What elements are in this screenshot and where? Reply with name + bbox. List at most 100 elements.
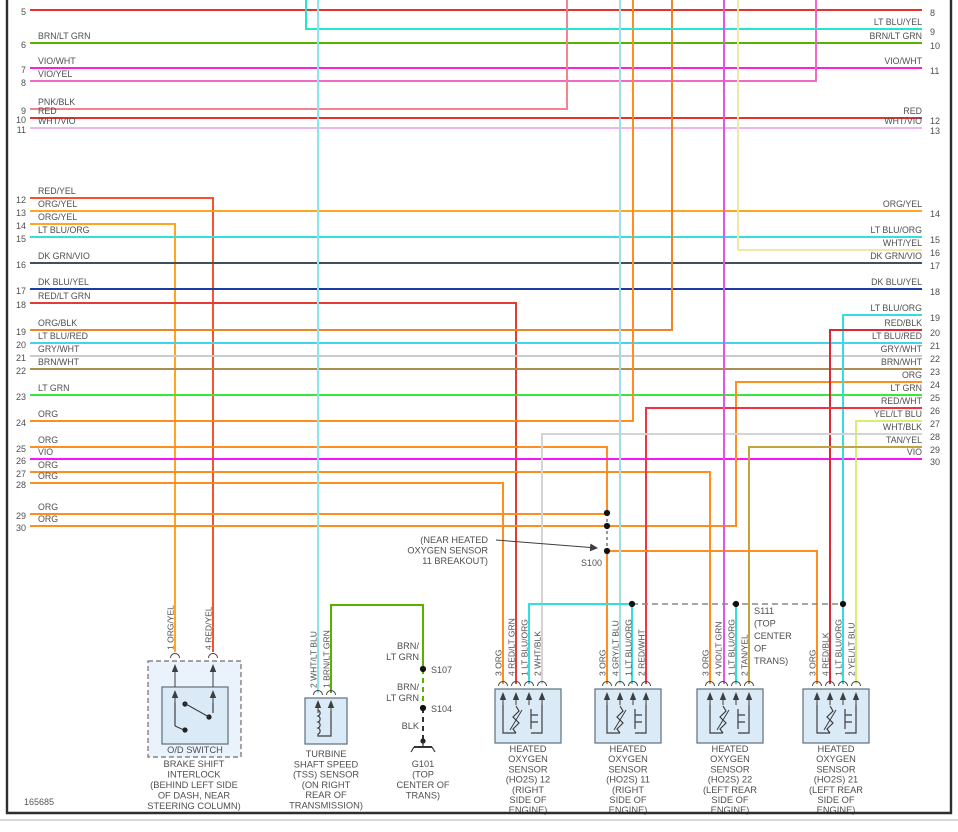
wire-color-label-left: BRN/WHT xyxy=(38,357,80,367)
sensor-element xyxy=(502,705,516,734)
heater-element-icon xyxy=(844,709,852,729)
coil-icon xyxy=(316,709,332,737)
component-caption: SENSOR xyxy=(508,764,548,774)
sensor-element xyxy=(738,705,750,734)
component-ho2s-11 xyxy=(594,681,662,744)
sensor-element xyxy=(531,705,543,734)
near-ho2s11-callout: OXYGEN SENSOR xyxy=(407,546,488,556)
sensor-element xyxy=(816,705,830,734)
connector-arc-icon xyxy=(812,681,822,687)
splice-label: S104 xyxy=(431,704,452,714)
heater-element-icon xyxy=(634,709,642,729)
wire-color-label-right: DK GRN/VIO xyxy=(870,251,922,261)
circuit-number-right: 11 xyxy=(930,66,939,76)
wire-color-label-left: ORG/YEL xyxy=(38,212,77,222)
component-caption: OXYGEN xyxy=(508,754,548,764)
wire-color-label-left: WHT/VIO xyxy=(38,116,76,126)
wire-red-blk-20-right xyxy=(829,329,922,684)
g101-label: G101 xyxy=(412,759,434,769)
wire-color-label-left: BRN/LT GRN xyxy=(38,31,90,41)
component-caption: REAR OF xyxy=(305,790,347,800)
component-caption: (HO2S) 21 xyxy=(814,775,858,785)
pin-label: 4 VIO/LT GRN xyxy=(714,622,724,676)
component-caption: (TSS) SENSOR xyxy=(293,770,359,780)
pin-label: 1 LT BLU/ORG xyxy=(727,619,737,676)
pin-label: 2 WHT/BLK xyxy=(533,631,543,676)
component-caption: (BEHIND LEFT SIDE xyxy=(150,780,238,790)
circuit-number-right: 20 xyxy=(930,328,940,338)
circuit-number-left: 26 xyxy=(16,456,26,466)
circuit-number-right: 21 xyxy=(930,341,940,351)
wires-layer xyxy=(30,0,922,740)
wire-red-yel-12 xyxy=(30,197,214,652)
wire-color-label-left: GRY/WHT xyxy=(38,344,80,354)
pin-label: 3 ORG xyxy=(494,650,504,676)
wire-color-label-right: GRY/WHT xyxy=(881,344,923,354)
circuit-number-right: 19 xyxy=(930,313,940,323)
component-caption: ENGINE) xyxy=(711,805,750,815)
circuit-number-left: 22 xyxy=(16,366,26,376)
pin-arrow-icon xyxy=(826,692,834,700)
thermistor-arrow-icon xyxy=(509,709,523,731)
circuit-number-left: 12 xyxy=(16,195,26,205)
wire-color-label-left: DK BLU/YEL xyxy=(38,277,89,287)
wire-color-label-right: ORG xyxy=(902,370,922,380)
pin-label: 1 ORG/YEL xyxy=(166,605,176,650)
splice-label: S107 xyxy=(431,665,452,675)
component-caption: SIDE OF xyxy=(817,795,855,805)
connector-arc-icon xyxy=(170,653,180,659)
g101-label: (TOP xyxy=(412,770,434,780)
connector-arc-icon xyxy=(641,681,651,687)
wire-color-label-right: WHT/YEL xyxy=(883,238,922,248)
wire-yel-lt-blu-27-right xyxy=(855,420,922,684)
wire-color-label-left: ORG xyxy=(38,409,58,419)
component-caption: OXYGEN xyxy=(816,754,856,764)
wire-color-label-left: LT BLU/RED xyxy=(38,331,88,341)
splice-dot xyxy=(419,704,427,712)
component-caption: HEATED xyxy=(509,744,546,754)
circuit-number-right: 12 xyxy=(930,116,940,126)
wire-color-label-left: DK GRN/VIO xyxy=(38,251,90,261)
s111-label: (TOP xyxy=(754,619,776,629)
wire-org-yel-14 xyxy=(30,223,176,652)
wire-color-label-right: RED xyxy=(903,106,922,116)
pin-label: 1 LT BLU/ORG xyxy=(520,619,530,676)
component-caption: (LEFT REAR xyxy=(703,785,757,795)
component-caption: INTERLOCK xyxy=(167,770,221,780)
component-box xyxy=(696,688,764,744)
pin-arrow-icon xyxy=(706,692,714,700)
circuit-number-left: 13 xyxy=(16,208,26,218)
pin-label: 3 ORG xyxy=(808,650,818,676)
splice-dot xyxy=(603,522,611,530)
wire-lt-blu-org-19-right xyxy=(842,314,922,684)
circuit-number-right: 18 xyxy=(930,287,940,297)
brn-lt-grn-tag-1: LT GRN xyxy=(386,652,419,662)
pin-arrow-icon xyxy=(171,690,179,698)
wire-color-label-left: ORG xyxy=(38,460,58,470)
component-caption: SIDE OF xyxy=(509,795,547,805)
wire-color-label-right: RED/WHT xyxy=(881,396,923,406)
circuit-number-left: 11 xyxy=(17,125,26,135)
connector-arc-icon xyxy=(628,681,638,687)
circuit-number-left: 10 xyxy=(16,115,26,125)
wire-org-25-left xyxy=(30,446,608,513)
component-caption: (RIGHT xyxy=(512,785,544,795)
connector-arc-icon xyxy=(731,681,741,687)
wire-color-label-right: VIO xyxy=(907,447,922,457)
circuit-number-right: 15 xyxy=(930,235,940,245)
pin-arrow-icon xyxy=(616,692,624,700)
contact-dot xyxy=(182,727,188,733)
wire-color-label-left: LT BLU/ORG xyxy=(38,225,90,235)
pin-arrow-icon xyxy=(719,692,727,700)
connector-arc-icon xyxy=(208,653,218,659)
circuit-number-right: 14 xyxy=(930,209,940,219)
circuit-number-left: 23 xyxy=(16,392,26,402)
circuit-number-left: 17 xyxy=(16,286,26,296)
component-caption: TURBINE xyxy=(306,749,347,759)
connector-arc-icon xyxy=(825,681,835,687)
pin-label: 2 WHT/LT BLU xyxy=(309,631,319,688)
wire-color-label-left: VIO xyxy=(38,447,53,457)
wire-color-label-right: LT BLU/ORG xyxy=(871,303,923,313)
